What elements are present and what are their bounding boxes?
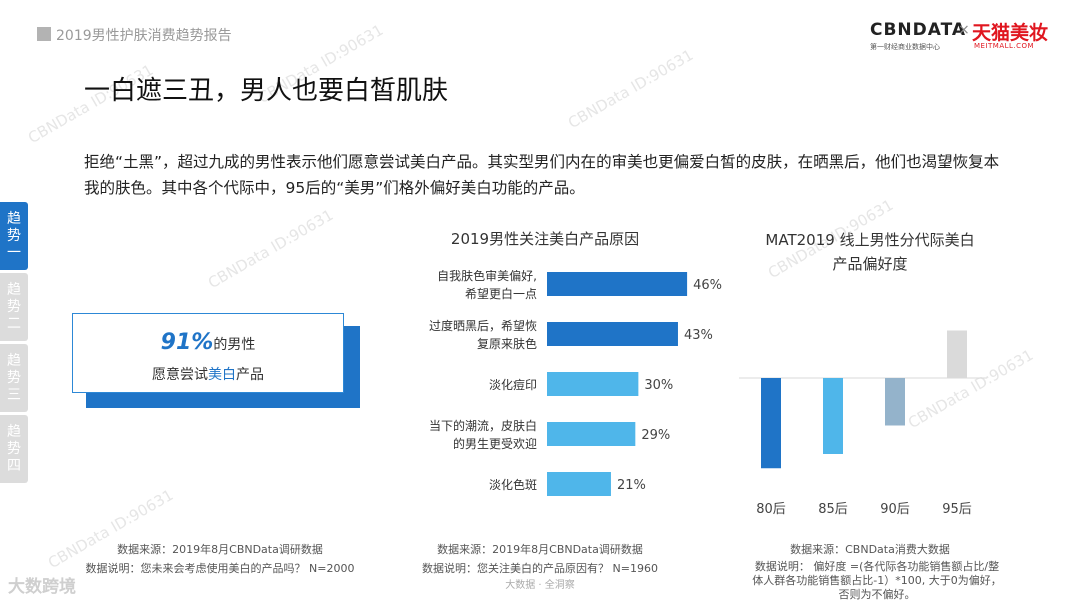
header-square <box>37 27 51 41</box>
bar <box>823 378 843 454</box>
category-label: 的男生更受欢迎 <box>453 436 537 451</box>
mid-source: 数据来源：2019年8月CBNData调研数据 <box>437 543 643 556</box>
left-note: 数据说明：您未来会考虑使用美白的产品吗？ N=2000 <box>85 562 355 575</box>
tmall-beauty-logo: 天猫美妆 <box>972 22 1049 44</box>
cbndata-logo: CBNDATA <box>870 20 967 40</box>
chart-2-title-line-2: 产品偏好度 <box>832 255 908 273</box>
page-title: 一白遮三丑，男人也要白皙肌肤 <box>84 76 449 106</box>
bar <box>761 378 781 469</box>
sidebar-tab-label: 趋势四 <box>7 423 21 474</box>
logo-separator: × <box>958 22 970 38</box>
bar-value-label: 21% <box>617 478 646 493</box>
category-label: 复原来肤色 <box>477 336 537 351</box>
category-label: 希望更白一点 <box>465 286 537 301</box>
bar <box>547 272 688 296</box>
sidebar-tab-label: 趋势二 <box>7 281 21 332</box>
sidebar-tab-trend-3[interactable]: 趋势三 <box>0 344 28 412</box>
category-label: 90后 <box>880 502 910 517</box>
bar-value-label: 46% <box>693 278 722 293</box>
kpi-line-2-post: 产品 <box>236 367 264 383</box>
category-label: 淡化色斑 <box>489 478 537 492</box>
cbndata-logo-sub: 第一财经商业数据中心 <box>870 43 940 51</box>
intro-paragraph: 拒绝“土黑”，超过九成的男性表示他们愿意尝试美白产品。其实型男们内在的审美也更偏… <box>84 153 1000 197</box>
category-label: 自我肤色审美偏好, <box>437 270 537 283</box>
sidebar-tab-trend-4[interactable]: 趋势四 <box>0 415 28 483</box>
generation-preference-chart: 80后 85后 90后 95后 <box>739 330 987 517</box>
sidebar-tab-label: 趋势三 <box>7 352 21 403</box>
bar-value-label: 29% <box>641 428 670 443</box>
sidebar-tab-trend-1[interactable]: 趋势一 <box>0 202 28 270</box>
mid-watermark: 大数据 · 全洞察 <box>505 580 575 591</box>
chart-1-title: 2019男性关注美白产品原因 <box>450 230 640 248</box>
bottom-left-watermark: 大数跨境 <box>8 577 76 597</box>
category-label: 当下的潮流，皮肤白 <box>429 418 537 433</box>
bar <box>947 330 967 378</box>
kpi-line-1-text: 的男性 <box>213 337 256 353</box>
bar <box>885 378 905 426</box>
bar <box>547 322 678 346</box>
kpi-line-2-highlight: 美白 <box>208 367 236 383</box>
kpi-line-2-pre: 愿意尝试 <box>152 367 208 383</box>
chart-2-title-line-1: MAT2019 线上男性分代际美白 <box>765 231 975 249</box>
bar <box>547 372 639 396</box>
bar <box>547 422 636 446</box>
bar <box>547 472 611 496</box>
sidebar-tab-trend-2[interactable]: 趋势二 <box>0 273 28 341</box>
watermark: CBNData ID:90631 <box>204 205 337 293</box>
chart-2-title: MAT2019 线上男性分代际美白 产品偏好度 <box>720 228 1020 276</box>
kpi-percent: 91% <box>160 330 214 355</box>
category-label: 过度晒黑后，希望恢 <box>429 318 537 333</box>
left-source: 数据来源：2019年8月CBNData调研数据 <box>117 543 323 556</box>
kpi-line-2: 愿意尝试美白产品 <box>73 364 343 384</box>
category-label: 淡化痘印 <box>489 377 537 392</box>
category-label: 95后 <box>942 502 972 517</box>
sidebar-tab-label: 趋势一 <box>7 210 21 261</box>
mid-note: 数据说明：您关注美白的产品原因有？ N=1960 <box>422 562 658 575</box>
kpi-line-1: 91%的男性 <box>73 330 343 355</box>
tmall-beauty-logo-sub: MEITMALL.COM <box>974 42 1035 50</box>
category-label: 80后 <box>756 502 786 517</box>
report-title: 2019男性护肤消费趋势报告 <box>56 28 232 44</box>
right-source: 数据来源：CBNData消费大数据 <box>790 543 950 556</box>
kpi-card: 91%的男性 愿意尝试美白产品 <box>72 313 344 393</box>
right-note: 数据说明： 偏好度 =(各代际各功能销售额占比/整体人群各功能销售额占比-1）*… <box>752 560 1002 601</box>
watermark: CBNData ID:90631 <box>564 45 697 133</box>
bar-value-label: 43% <box>684 328 713 343</box>
bar-value-label: 30% <box>644 378 673 393</box>
category-label: 85后 <box>818 502 848 517</box>
